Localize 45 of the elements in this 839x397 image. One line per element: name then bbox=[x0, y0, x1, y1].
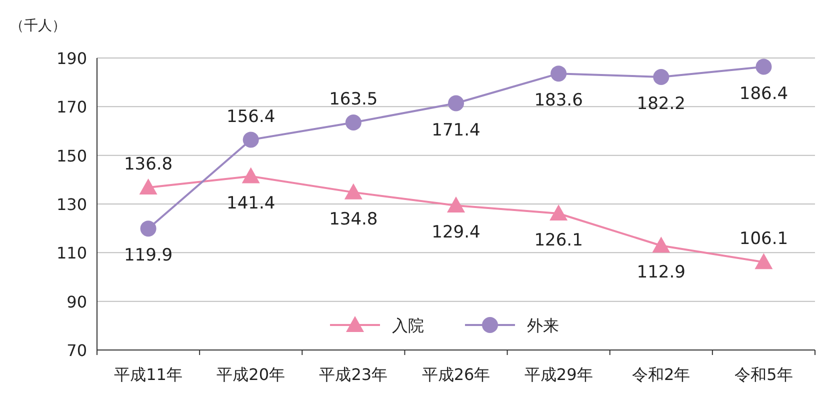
data-label: 171.4 bbox=[432, 120, 480, 140]
data-label: 134.8 bbox=[329, 209, 378, 230]
y-tick-label: 130 bbox=[56, 195, 87, 214]
legend-label: 外来 bbox=[527, 316, 559, 335]
y-tick-label: 90 bbox=[66, 292, 87, 312]
x-tick-label: 平成26年 bbox=[422, 365, 490, 384]
data-label: 163.5 bbox=[329, 89, 378, 110]
data-label: 183.6 bbox=[534, 90, 583, 111]
point bbox=[550, 204, 568, 220]
data-label: 126.1 bbox=[534, 230, 583, 250]
y-tick-label: 70 bbox=[66, 341, 87, 360]
y-tick-label: 170 bbox=[56, 98, 87, 117]
data-label: 141.4 bbox=[226, 193, 276, 214]
data-label: 129.4 bbox=[432, 222, 480, 242]
legend-label: 入院 bbox=[392, 316, 424, 335]
data-label: 106.1 bbox=[739, 229, 788, 250]
x-tick-label: 平成23年 bbox=[319, 365, 388, 384]
data-label: 186.4 bbox=[739, 84, 788, 104]
point bbox=[550, 66, 567, 82]
data-label: 112.9 bbox=[636, 262, 686, 283]
y-tick-label: 110 bbox=[56, 244, 87, 263]
y-axis-title: （千人） bbox=[10, 18, 66, 34]
point bbox=[140, 220, 156, 237]
point bbox=[242, 167, 260, 184]
point bbox=[653, 68, 670, 85]
x-tick-label: 令和2年 bbox=[632, 365, 690, 384]
data-label: 156.4 bbox=[226, 106, 276, 127]
point bbox=[448, 95, 464, 112]
x-tick-label: 平成11年 bbox=[114, 365, 182, 384]
point bbox=[242, 132, 259, 148]
point bbox=[754, 253, 773, 270]
point bbox=[344, 183, 362, 200]
data-label: 182.2 bbox=[636, 94, 686, 114]
point bbox=[652, 236, 670, 253]
point bbox=[139, 178, 158, 194]
x-tick-label: 平成29年 bbox=[524, 365, 593, 384]
point bbox=[345, 114, 362, 130]
point bbox=[756, 58, 772, 75]
point bbox=[447, 196, 465, 212]
x-tick-label: 令和5年 bbox=[734, 365, 793, 384]
data-label: 136.8 bbox=[124, 154, 173, 174]
x-tick-label: 平成20年 bbox=[216, 365, 286, 384]
y-tick-label: 190 bbox=[56, 49, 87, 68]
data-label: 119.9 bbox=[124, 246, 173, 266]
y-tick-label: 150 bbox=[56, 146, 87, 166]
